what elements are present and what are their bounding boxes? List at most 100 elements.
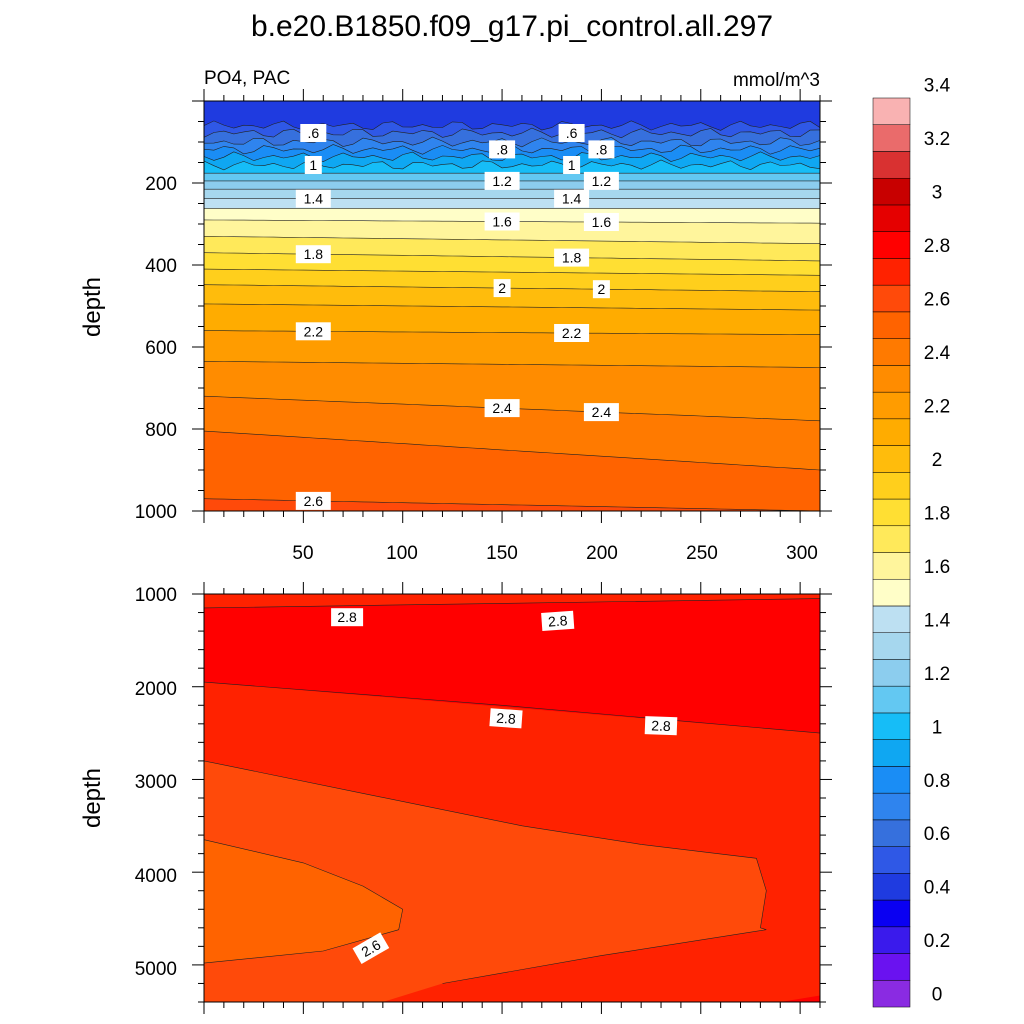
colorbar-box: [872, 365, 911, 393]
colorbar-box: [872, 926, 911, 954]
contour-line: [203, 839, 404, 964]
contour-label-text: 1.2: [492, 173, 512, 189]
contour-label: 2.8: [644, 716, 678, 736]
contour-line: [204, 361, 821, 368]
contour-label: 2.6: [352, 932, 390, 964]
contour-label-box: [558, 124, 585, 142]
colorbar-labels: 0 0.2 0.4 0.6 0.8 1 1.2 1.4 1.6 1.8 2 2.2 2.4 2.6 2.8 3…: [924, 76, 951, 1006]
contour-label-box: [295, 322, 331, 341]
contour-label: .6: [558, 124, 585, 142]
upper-y-tick-label: 200: [145, 174, 177, 195]
contour-line: [203, 760, 767, 984]
upper-x-tick-labels: 50 100 150 200 250 300: [292, 543, 817, 564]
colorbar-box: [872, 980, 911, 1008]
contour-label-text: .8: [496, 141, 508, 157]
contour-label-text: 1.4: [304, 191, 324, 207]
lower-panel: depth 2.8 2.8 2.8 2.8 2.6 1000 2000 3000 400…: [79, 582, 832, 1014]
colorbar-box: [872, 873, 911, 901]
colorbar-box: [872, 151, 911, 179]
lower-contour-labels: 2.8 2.8 2.8 2.8 2.6: [331, 608, 678, 964]
colorbar-box: [872, 231, 911, 259]
upper-y-tick-label: 600: [145, 338, 177, 359]
contour-line: [203, 236, 821, 244]
contour-label: 1.2: [484, 171, 520, 190]
contour-label: 2.2: [554, 324, 590, 342]
colorbar-label: 0.8: [924, 771, 950, 792]
upper-x-tick-label: 100: [386, 543, 418, 564]
contour-line: [203, 284, 821, 292]
lower-y-tick-label: 5000: [135, 959, 177, 980]
upper-contour-labels: .6 .6 .8 .8 1 1 1.2 1.2 1.4 1.4 1.6 1.6 1.8 1.8 2 2 2.2 2…: [295, 124, 619, 510]
lower-y-tick-label: 2000: [135, 679, 177, 700]
contour-label-text: 2.6: [304, 493, 324, 509]
colorbar-label: 3.2: [924, 129, 950, 150]
upper-y-tick-label: 400: [145, 256, 177, 277]
colorbar-box: [872, 632, 911, 660]
colorbar-box: [872, 445, 911, 473]
contour-line: [203, 303, 821, 311]
contour-label-box: [484, 171, 520, 190]
upper-x-tick-label: 50: [292, 543, 313, 564]
colorbar-label: 0.6: [924, 824, 950, 845]
lower-contour-lines: [203, 598, 821, 984]
contour-label-box: [352, 932, 390, 964]
contour-label-box: [484, 212, 520, 231]
contour-label-text: 1.4: [562, 191, 582, 207]
upper-y-axis-label: depth: [79, 277, 106, 337]
units-label: mmol/m^3: [733, 70, 820, 91]
contour-label: .8: [489, 140, 516, 159]
contour-label-box: [583, 213, 619, 231]
contour-label-box: [489, 140, 516, 159]
lower-y-axis-label: depth: [79, 768, 106, 828]
colorbar-label: 1.8: [924, 503, 950, 524]
colorbar-boxes: [872, 97, 911, 1008]
colorbar-label: 2.4: [924, 343, 951, 364]
contour-label-box: [489, 708, 523, 729]
contour-label: 1.6: [583, 213, 619, 231]
upper-ticks: [192, 89, 832, 523]
contour-label: 1.8: [554, 248, 590, 267]
contour-label-box: [583, 403, 619, 422]
colorbar-box: [872, 846, 911, 874]
contour-label-box: [295, 245, 331, 264]
upper-x-tick-label: 150: [486, 543, 518, 564]
colorbar: 0 0.2 0.4 0.6 0.8 1 1.2 1.4 1.6 1.8 2 2.2 2.4 2.6 2.8 3…: [872, 76, 951, 1008]
lower-y-tick-labels: 1000 2000 3000 4000 5000: [135, 585, 177, 980]
contour-label: 2: [592, 280, 610, 299]
contour-label: .6: [300, 124, 327, 142]
contour-label-text: 2: [598, 281, 606, 297]
colorbar-label: 1.6: [924, 557, 950, 578]
upper-x-tick-label: 300: [786, 543, 818, 564]
upper-x-tick-label: 200: [586, 543, 618, 564]
contour-label-text: 1.2: [592, 173, 612, 189]
contour-label-text: 2: [498, 280, 506, 296]
contour-label-text: 1: [309, 157, 317, 173]
contour-label-text: 1: [568, 157, 576, 173]
contour-label-box: [300, 124, 327, 142]
upper-panel: PO4, PAC mmol/m^3 depth .6 .6 .8 .8 1 1 1.2 1.2…: [79, 68, 832, 564]
contour-label: 1.8: [295, 245, 331, 264]
contour-label-text: 2.2: [562, 325, 582, 341]
colorbar-box: [872, 659, 911, 687]
contour-label: 1.2: [583, 171, 619, 190]
contour-label: 1: [304, 156, 322, 174]
colorbar-box: [872, 739, 911, 767]
contour-label: 1.6: [484, 212, 520, 231]
contour-label-text: .6: [307, 125, 319, 141]
lower-contour-fills: [204, 594, 820, 1002]
lower-y-tick-label: 1000: [135, 585, 177, 606]
contour-band: [780, 995, 820, 1002]
contour-label-text: 2.8: [547, 612, 568, 629]
colorbar-box: [872, 953, 911, 981]
contour-label: 1.4: [295, 189, 331, 208]
contour-label-text: 2.8: [651, 717, 671, 734]
upper-y-tick-label: 800: [145, 420, 177, 441]
contour-label-text: 1.6: [592, 214, 612, 230]
contour-label-box: [563, 156, 581, 174]
contour-label-box: [592, 280, 610, 299]
contour-label-text: 1.6: [492, 214, 512, 230]
lower-y-tick-label: 4000: [135, 866, 177, 887]
contour-label-box: [541, 610, 575, 631]
colorbar-box: [872, 578, 911, 607]
colorbar-label: 2: [932, 450, 943, 471]
